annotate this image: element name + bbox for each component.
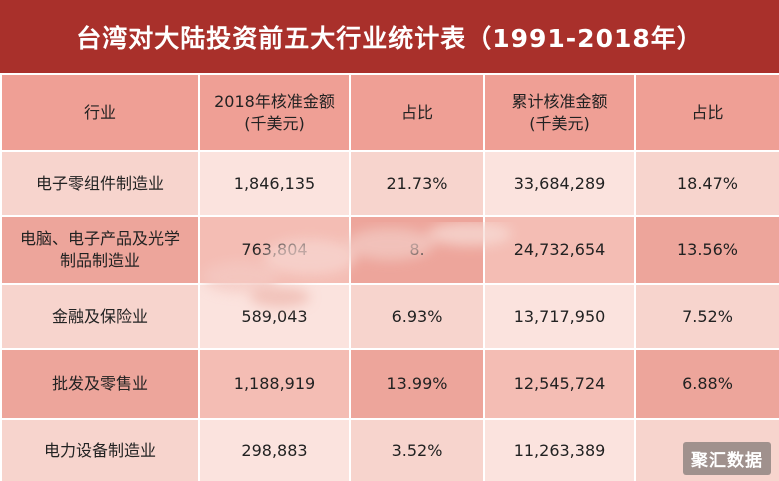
cell-cumulative: 13,717,950 — [483, 283, 636, 350]
cell-amount-2018: 1,846,135 — [198, 150, 351, 217]
table-row: 金融及保险业 589,043 6.93% 13,717,950 7.52% — [0, 283, 779, 350]
cell-share-2018: 8. — [349, 215, 485, 285]
cell-amount-2018: 763,804 — [198, 215, 351, 285]
cell-share-2018: 21.73% — [349, 150, 485, 217]
cell-industry: 金融及保险业 — [0, 283, 200, 350]
cell-cumulative: 12,545,724 — [483, 348, 636, 420]
header-share-2018: 占比 — [349, 73, 485, 152]
table-row: 电力设备制造业 298,883 3.52% 11,263,389 — [0, 418, 779, 481]
header-amount-2018: 2018年核准金额 (千美元) — [198, 73, 351, 152]
table-row: 批发及零售业 1,188,919 13.99% 12,545,724 6.88% — [0, 348, 779, 420]
investment-stats-table: 行业 2018年核准金额 (千美元) 占比 累计核准金额 (千美元) 占比 — [0, 73, 779, 481]
cell-industry: 批发及零售业 — [0, 348, 200, 420]
cell-share-cumulative: 7.52% — [634, 283, 779, 350]
table-title: 台湾对大陆投资前五大行业统计表（1991-2018年） — [0, 0, 779, 73]
cell-cumulative: 33,684,289 — [483, 150, 636, 217]
table-row: 电子零组件制造业 1,846,135 21.73% 33,684,289 18.… — [0, 150, 779, 217]
header-industry: 行业 — [0, 73, 200, 152]
cell-industry: 电子零组件制造业 — [0, 150, 200, 217]
cell-amount-2018: 298,883 — [198, 418, 351, 481]
cell-cumulative: 11,263,389 — [483, 418, 636, 481]
cell-amount-2018: 589,043 — [198, 283, 351, 350]
header-row: 行业 2018年核准金额 (千美元) 占比 累计核准金额 (千美元) 占比 — [0, 73, 779, 152]
header-cumulative-amount: 累计核准金额 (千美元) — [483, 73, 636, 152]
cell-share-2018: 13.99% — [349, 348, 485, 420]
cell-share-cumulative: 18.47% — [634, 150, 779, 217]
brand-watermark: 聚汇数据 — [683, 442, 771, 475]
cell-share-cumulative: 13.56% — [634, 215, 779, 285]
cell-cumulative: 24,732,654 — [483, 215, 636, 285]
cell-amount-2018: 1,188,919 — [198, 348, 351, 420]
table-row: 电脑、电子产品及光学 制品制造业 763,804 8. 24,732,654 1… — [0, 215, 779, 285]
cell-industry: 电脑、电子产品及光学 制品制造业 — [0, 215, 200, 285]
cell-share-2018: 6.93% — [349, 283, 485, 350]
cell-share-cumulative: 6.88% — [634, 348, 779, 420]
cell-share-2018: 3.52% — [349, 418, 485, 481]
cell-industry: 电力设备制造业 — [0, 418, 200, 481]
header-share-cumulative: 占比 — [634, 73, 779, 152]
